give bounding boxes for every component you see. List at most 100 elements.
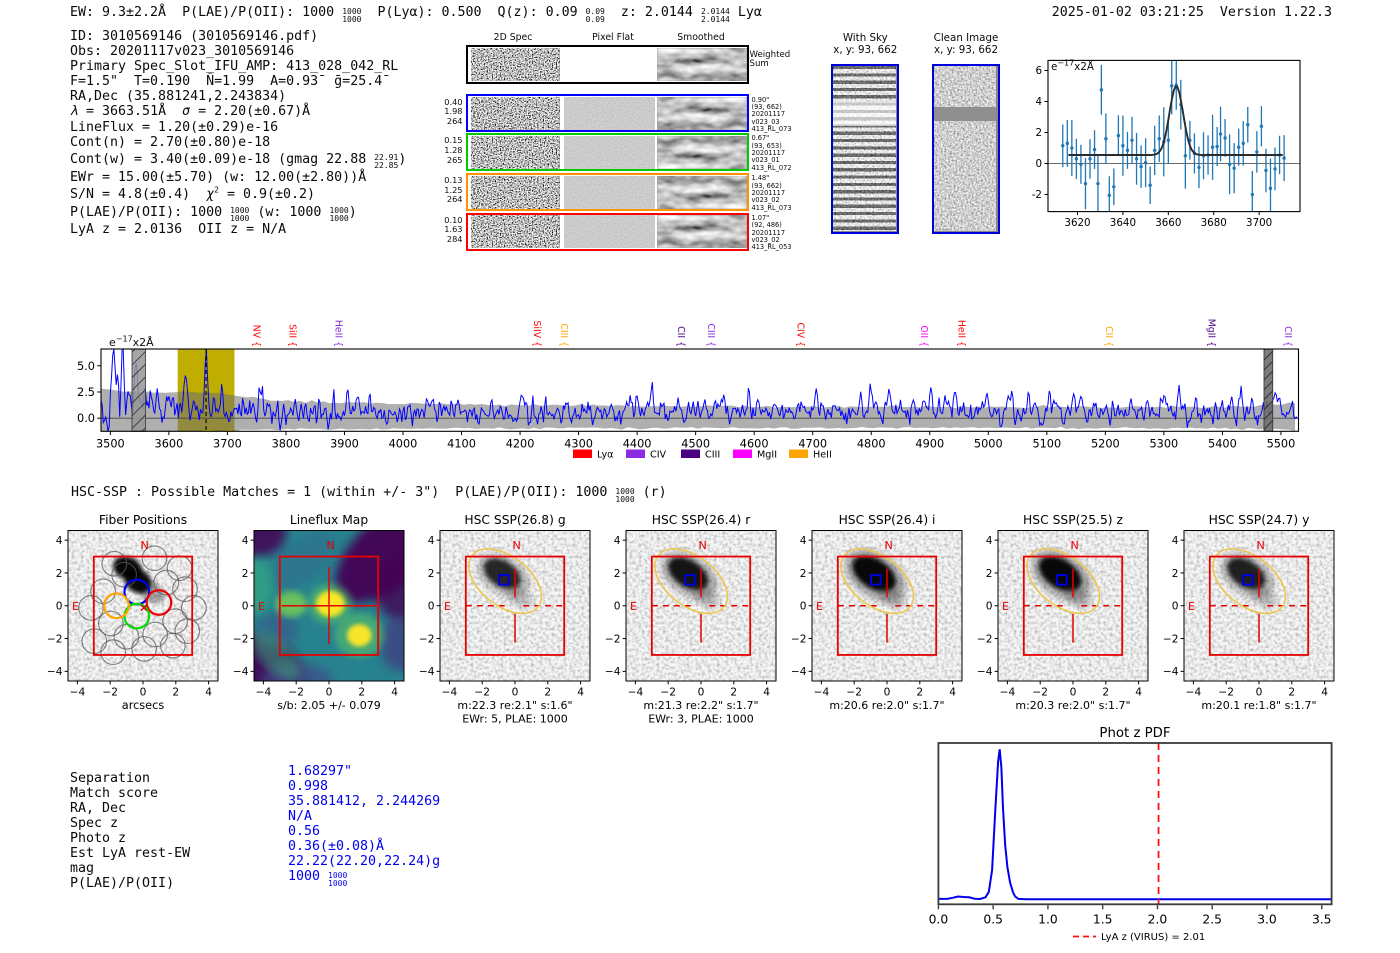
- fiber-circle: [180, 595, 207, 621]
- plot-ellipse: [1251, 586, 1277, 609]
- plot-ellipse: [1038, 556, 1082, 592]
- error-window-box: [464, 555, 566, 656]
- text-segment: 0.998: [288, 778, 329, 794]
- masked-sky-band: [1263, 348, 1274, 432]
- text-segment: EW: 9.3±2.2Å P(LAE)/P(OII): 1000: [70, 5, 343, 20]
- cutout-panel-fiber-positions: Fiber Positions N E −4 −4 −2 −2 0 0 2 2 4 4 arcsecs: [47, 513, 219, 712]
- plot-rect: [656, 48, 747, 81]
- text-span: 1000: [342, 14, 362, 24]
- error-window-box: [650, 555, 752, 656]
- galaxy-blob: [1220, 552, 1277, 609]
- text-segment: = 0.9(±0.2): [218, 186, 316, 202]
- galaxy-blob: [113, 556, 165, 604]
- plot-circle: [1096, 181, 1100, 186]
- text-segment: 1.68297": [288, 763, 353, 779]
- x-tick-label: 1.0: [1038, 912, 1058, 926]
- spectrum-line: [100, 348, 1299, 432]
- cutout-title: HSC SSP(25.5) z: [1023, 513, 1123, 527]
- kron-ellipse: [1026, 548, 1101, 615]
- fiber-circle-highlight: [123, 578, 151, 606]
- noise-image: [656, 175, 747, 209]
- fiber-circle: [101, 550, 128, 577]
- catalog-position-square: [498, 574, 510, 586]
- fiber-trace-stripes: [833, 65, 896, 231]
- plot-circle: [1074, 157, 1079, 161]
- galaxy-blob: [1031, 550, 1092, 609]
- fiber-circle: [142, 621, 169, 648]
- legend-label: CIII: [705, 450, 720, 461]
- compass-north-label: N: [885, 539, 893, 552]
- y-tick-label: 4: [986, 535, 993, 547]
- x-tick-label: 3700: [1246, 217, 1272, 229]
- line-label-HeII: HeII {: [955, 320, 966, 347]
- plot-ellipse: [844, 549, 907, 602]
- plot-ellipse: [374, 558, 404, 621]
- plot-ellipse: [260, 663, 333, 681]
- noise-image: [471, 96, 560, 130]
- superscript: 2: [214, 185, 219, 195]
- plot-canvas: [656, 215, 747, 249]
- line-label-MgII: MgII {: [1205, 319, 1216, 347]
- plot-circle: [1250, 192, 1255, 197]
- text-segment: LineFlux = 1.20(±0.29)e-16: [70, 119, 279, 135]
- plot-circle: [1237, 145, 1241, 149]
- legend-label: MgII: [757, 450, 777, 461]
- text-segment: 0.36(±0.08)Å: [288, 839, 385, 855]
- plot-group: [998, 530, 1148, 681]
- text-span: 1000: [328, 871, 348, 881]
- x-tick-label: 2: [1288, 687, 1295, 699]
- x-tick-label: 4: [763, 687, 770, 699]
- compass-east-label: E: [1188, 600, 1195, 613]
- x-tick-label: −2: [1218, 687, 1234, 699]
- text-span: 2.0144: [700, 6, 730, 16]
- y-tick-label: 0: [428, 601, 435, 613]
- cutout-title: HSC SSP(26.8) g: [464, 513, 565, 527]
- y-tick-label: -2: [1032, 189, 1042, 201]
- x-tick-label: 4: [205, 687, 212, 699]
- text-segment: Cont(n) = 2.70(±0.80)e-18: [70, 135, 271, 150]
- y-tick-label: 2.5: [77, 386, 95, 399]
- spec2d-column-title: 2D Spec: [493, 31, 533, 43]
- photz-legend-label: LyA z (VIRUS) = 2.01: [1101, 932, 1205, 943]
- x-tick-label: 3620: [1064, 217, 1090, 229]
- info-line: EWr = 15.00(±5.70) (w: 12.00(±2.80))Å: [70, 170, 366, 186]
- photz-pdf-curve: [938, 749, 1332, 901]
- x-tick-label: 4: [391, 687, 398, 699]
- plot-circle: [1259, 124, 1264, 129]
- text-span: 1000: [342, 6, 362, 16]
- noise-image: [563, 135, 655, 169]
- plot-circle: [1210, 145, 1215, 149]
- axes-frame: [100, 348, 1300, 432]
- plot-rect: [471, 175, 560, 209]
- plot-group: [626, 530, 776, 681]
- plot-ellipse: [254, 635, 306, 681]
- plot-ellipse: [693, 586, 719, 609]
- x-tick-label: 3600: [155, 437, 184, 450]
- x-tick-label: 5200: [1091, 437, 1120, 450]
- text-segment: x2Å: [132, 336, 154, 349]
- plot-circle: [1188, 138, 1192, 142]
- plot-canvas: [656, 175, 747, 209]
- fiber-circle: [162, 608, 189, 635]
- text-span: 0.09: [585, 14, 605, 24]
- catalog-position-square: [870, 574, 882, 586]
- plot-group: [812, 530, 962, 681]
- x-tick-label: 5400: [1208, 437, 1237, 450]
- plot-canvas: [563, 215, 655, 249]
- x-tick-label: 2.5: [1202, 912, 1222, 926]
- summary-header-line: EW: 9.3±2.2Å P(LAE)/P(OII): 1000 1000 100…: [70, 5, 762, 24]
- match-field-value: 0.998: [288, 778, 329, 795]
- plot-ellipse: [254, 558, 274, 614]
- plot-rect: [563, 175, 655, 209]
- plot-ellipse: [275, 590, 307, 618]
- plot-circle: [1143, 161, 1148, 165]
- plot-canvas: [656, 96, 747, 130]
- x-tick-label: 0: [884, 687, 891, 699]
- text-segment: Lyα: [729, 5, 762, 20]
- plot-group: [254, 530, 404, 681]
- legend-swatch: [681, 449, 700, 458]
- match-field-value: 1.68297": [288, 763, 353, 780]
- plot-canvas: [471, 96, 560, 130]
- fiber-circle: [153, 569, 180, 596]
